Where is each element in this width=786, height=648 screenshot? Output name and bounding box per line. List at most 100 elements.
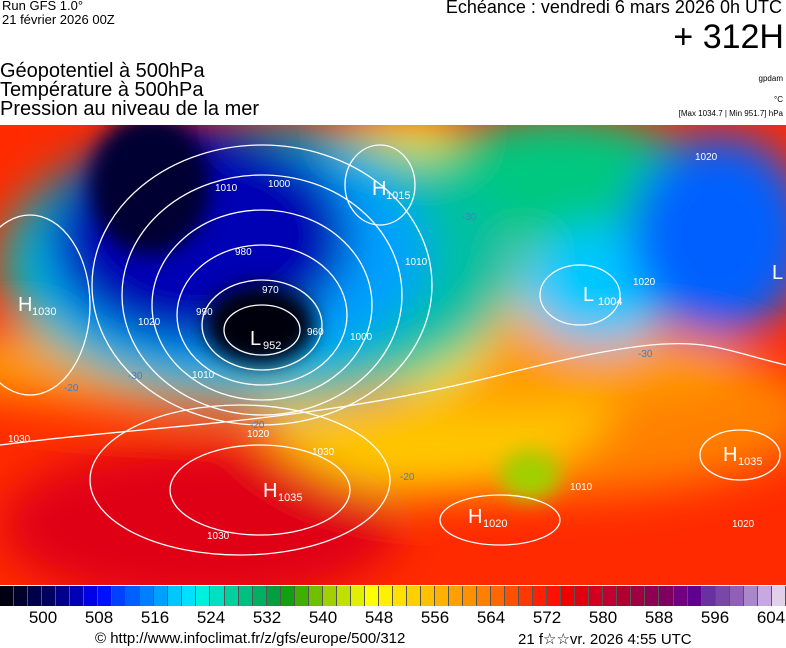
colorbar-cell: [505, 586, 520, 606]
colorbar-label: 580: [588, 608, 618, 627]
isobar-label: 1020: [247, 429, 270, 440]
temp-label: -20: [250, 420, 265, 431]
center-label: H: [372, 178, 386, 200]
colorbar-cell: [533, 586, 548, 606]
isobar-label: 980: [235, 247, 252, 258]
colorbar-cell: [112, 586, 127, 606]
colorbar-label: 596: [700, 608, 730, 627]
colorbar-cell: [350, 586, 365, 606]
colorbar-cell: [589, 586, 604, 606]
isobar-label: 1010: [405, 257, 428, 268]
colorbar-label: 604: [756, 608, 786, 627]
colorbar-cell: [140, 586, 155, 606]
colorbar-cell: [491, 586, 506, 606]
colorbar-cell: [0, 586, 15, 606]
isobar-label: 960: [307, 327, 324, 338]
isobar-label: 1010: [192, 370, 215, 381]
colorbar-cell: [631, 586, 646, 606]
center-value: 1030: [32, 306, 56, 318]
temp-label: -30: [638, 349, 653, 360]
temp-label: -20: [400, 472, 415, 483]
colorbar-label: 508: [84, 608, 114, 627]
run-label: Run GFS 1.0°: [2, 0, 84, 13]
temp-label: -30: [462, 212, 477, 223]
colorbar-cell: [392, 586, 407, 606]
colorbar-cell: [280, 586, 295, 606]
colorbar-cell: [42, 586, 57, 606]
isobar-label: 1000: [350, 332, 373, 343]
colorbar-cell: [729, 586, 744, 606]
center-label: L: [250, 328, 261, 350]
colorbar-cell: [70, 586, 85, 606]
colorbar-label: 556: [420, 608, 450, 627]
colorbar-cell: [547, 586, 562, 606]
colorbar-cell: [28, 586, 43, 606]
colorbar-cell: [575, 586, 590, 606]
colorbar-cell: [743, 586, 758, 606]
colorbar-cell: [98, 586, 113, 606]
isobar-label: 1020: [732, 519, 755, 530]
colorbar-cell: [224, 586, 239, 606]
isobar-label: 1030: [8, 434, 31, 445]
weather-map: H 1030 L 952 H 1035 H 1020 L 1004 H 1035…: [0, 125, 786, 585]
colorbar-cell: [673, 586, 688, 606]
colorbar-cell: [322, 586, 337, 606]
title-pressure: Pression au niveau de la mer: [0, 98, 260, 120]
colorbar-label: 524: [196, 608, 226, 627]
colorbar-cell: [84, 586, 99, 606]
temp-label: -20: [64, 383, 79, 394]
map-titles: Géopotentiel à 500hPa Température à 500h…: [0, 61, 260, 120]
colorbar-label: 500: [28, 608, 58, 627]
colorbar: [0, 586, 786, 606]
isobar-label: 1020: [695, 152, 718, 163]
colorbar-cell: [196, 586, 211, 606]
colorbar-label: 588: [644, 608, 674, 627]
isobars: [0, 144, 786, 556]
title-temperature: Température à 500hPa: [0, 79, 204, 101]
colorbar-cell: [659, 586, 674, 606]
center-label: L: [583, 284, 594, 306]
colorbar-cell: [294, 586, 309, 606]
colorbar-label: 572: [532, 608, 562, 627]
colorbar-cell: [308, 586, 323, 606]
colorbar-cell: [477, 586, 492, 606]
run-date: 21 février 2026 00Z: [2, 12, 115, 27]
temperature-labels: -30 -20 -30 -20 -30 -20: [64, 212, 653, 483]
colorbar-label: 540: [308, 608, 338, 627]
center-value: 1035: [738, 456, 762, 468]
lead-time: + 312H: [673, 18, 784, 56]
colorbar-cell: [715, 586, 730, 606]
isobar-label: 1020: [138, 317, 161, 328]
center-value: 1035: [278, 492, 302, 504]
colorbar-cell: [449, 586, 464, 606]
center-label: H: [468, 506, 482, 528]
center-label: H: [18, 294, 32, 316]
center-label: H: [263, 480, 277, 502]
isobar-labels: 1010 1000 980 970 960 990 1020 1030 1010…: [8, 152, 755, 542]
colorbar-cell: [210, 586, 225, 606]
colorbar-cell: [364, 586, 379, 606]
colorbar-cell: [561, 586, 576, 606]
colorbar-cell: [434, 586, 449, 606]
colorbar-label: 548: [364, 608, 394, 627]
center-value: 1004: [598, 296, 622, 308]
unit-celsius: °C: [774, 95, 783, 104]
colorbar-cell: [336, 586, 351, 606]
colorbar-cell: [603, 586, 618, 606]
colorbar-cell: [266, 586, 281, 606]
colorbar-cell: [252, 586, 267, 606]
credit-url: © http://www.infoclimat.fr/z/gfs/europe/…: [95, 630, 406, 647]
colorbar-cell: [378, 586, 393, 606]
center-label: H: [723, 444, 737, 466]
colorbar-cell: [519, 586, 534, 606]
isobar-label: 1010: [570, 482, 593, 493]
colorbar-cell: [14, 586, 29, 606]
pressure-centers: H 1030 L 952 H 1035 H 1020 L 1004 H 1035…: [18, 178, 783, 530]
pressure-range: [Max 1034.7 | Min 951.7] hPa: [678, 109, 783, 118]
temp-label: -30: [128, 371, 143, 382]
colorbar-cell: [645, 586, 660, 606]
colorbar-cell: [617, 586, 632, 606]
colorbar-cell: [238, 586, 253, 606]
isobar-label: 990: [196, 307, 213, 318]
colorbar-cell: [406, 586, 421, 606]
